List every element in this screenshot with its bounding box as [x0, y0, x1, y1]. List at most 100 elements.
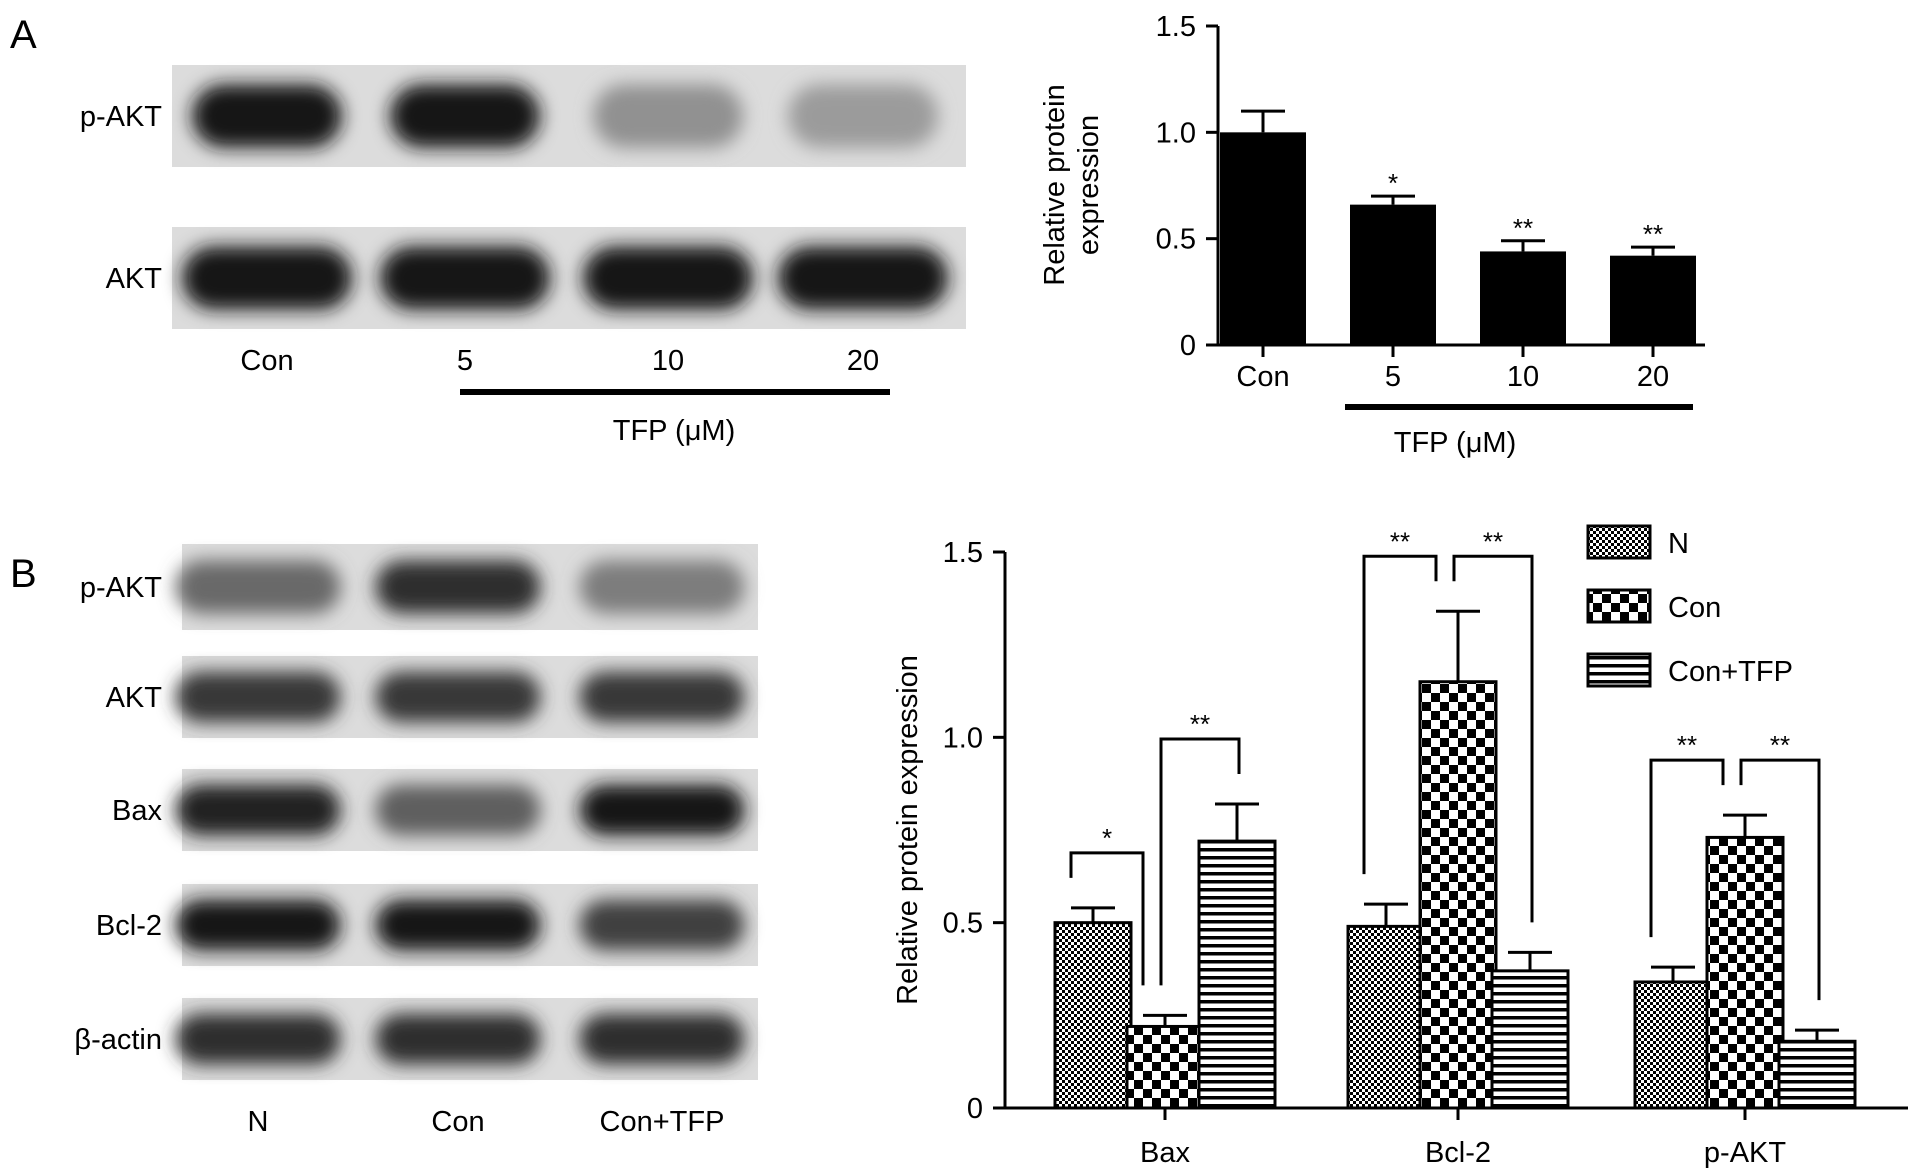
blot-band	[175, 560, 341, 614]
blot-band	[788, 84, 938, 148]
chart-b-bar	[1490, 969, 1570, 1110]
blot-band	[182, 246, 352, 310]
blot-band	[375, 784, 541, 836]
blot-row-label: AKT	[106, 263, 163, 295]
blot-band	[175, 899, 341, 951]
blot-row-label: AKT	[106, 682, 163, 714]
chart-b-legend-swatch	[1586, 588, 1652, 624]
chart-b-significance-bracket: **	[1739, 730, 1821, 1001]
blot-band	[375, 560, 541, 614]
chart-b-y-tick-label: 1.5	[943, 537, 983, 569]
chart-b-bar	[1197, 839, 1277, 1110]
blot-lane-label: Con	[240, 345, 293, 377]
blot-row-label: p-AKT	[80, 572, 162, 604]
chart-a-significance: **	[1513, 213, 1533, 243]
blot-band	[583, 246, 753, 310]
chart-b-significance-label: **	[1677, 730, 1697, 760]
chart-b-bracket-line	[1362, 554, 1438, 875]
chart-b-bar	[1633, 980, 1713, 1110]
blot-lane-label: Con	[431, 1106, 484, 1138]
blot-band	[375, 671, 541, 723]
chart-b-significance-label: **	[1483, 526, 1503, 556]
chart-b-legend: N Con Con+TFP	[1586, 524, 1793, 688]
chart-b-bar	[1346, 924, 1426, 1110]
chart-b-bracket-line	[1452, 554, 1534, 923]
blot-b: p-AKT AKT Bax Bcl-2 β-actin N Con Con+TFP	[74, 544, 758, 1138]
chart-b-significance-bracket: **	[1159, 709, 1241, 986]
panel-b-letter: B	[10, 552, 37, 596]
chart-b-bar	[1053, 921, 1133, 1110]
chart-b-significance-label: **	[1390, 526, 1410, 556]
chart-b-y-axis-label: Relative protein expression	[892, 655, 924, 1005]
chart-b-bracket-line	[1739, 758, 1821, 1001]
chart-b-legend-swatch	[1586, 652, 1652, 688]
chart-b-significance-label: **	[1190, 709, 1210, 739]
chart-a-y-tick-label: 1.5	[1156, 11, 1196, 43]
blot-band	[390, 84, 540, 148]
chart-a-y-tick-label: 0.5	[1156, 224, 1196, 256]
chart-a-y-tick-label: 0	[1180, 330, 1196, 362]
chart-a-significance: *	[1388, 168, 1398, 198]
blot-a-treatment-label: TFP (μM)	[613, 415, 736, 447]
blot-band	[579, 899, 745, 951]
chart-b-x-tick-label: Bcl-2	[1425, 1137, 1491, 1169]
chart-b-bar	[1705, 835, 1785, 1110]
chart-b-legend-label: Con	[1668, 592, 1721, 624]
chart-a-x-tick-label: 10	[1507, 361, 1539, 393]
chart-a: TFP (μM) Relative proteinexpression 0 0.5…	[1039, 11, 1705, 459]
blot-band	[375, 899, 541, 951]
blot-band	[579, 1013, 745, 1065]
chart-b-legend-label: Con+TFP	[1668, 656, 1793, 688]
chart-a-x-tick-label: Con	[1236, 361, 1289, 393]
chart-b-bracket-line	[1159, 737, 1241, 986]
chart-b-significance-bracket: **	[1362, 526, 1438, 875]
chart-a-y-tick-label: 1.0	[1156, 117, 1196, 149]
chart-a-bar	[1220, 132, 1306, 345]
blot-band	[778, 246, 948, 310]
chart-b: Relative protein expression 0 0.5 1.0 1.5 Ba…	[892, 524, 1908, 1169]
panel-a: A TFP (μM) p-AKT AKT Con 5 10 20 TFP (μM) Rel…	[10, 11, 1705, 459]
blot-row-label: Bcl-2	[96, 910, 162, 942]
chart-b-significance-bracket: **	[1649, 730, 1725, 938]
chart-a-y-axis-label: Relative proteinexpression	[1039, 84, 1105, 286]
blot-band	[175, 784, 341, 836]
blot-row-label: Bax	[112, 795, 162, 827]
chart-b-bar	[1125, 1024, 1205, 1110]
blot-band	[375, 1013, 541, 1065]
blot-band	[192, 84, 342, 148]
blot-lane-label: 20	[847, 345, 879, 377]
panel-a-letter: A	[10, 13, 37, 57]
chart-a-bar	[1610, 255, 1696, 345]
blot-band	[593, 84, 743, 148]
chart-a-x-tick-label: 5	[1385, 361, 1401, 393]
chart-b-legend-swatch	[1586, 524, 1652, 560]
chart-a-bar	[1350, 204, 1436, 345]
chart-b-significance-bracket: *	[1069, 823, 1145, 986]
chart-b-bracket-line	[1069, 851, 1145, 986]
blot-lane-label: 10	[652, 345, 684, 377]
blot-band	[579, 671, 745, 723]
chart-b-bar	[1777, 1039, 1857, 1110]
blot-band	[175, 1013, 341, 1065]
chart-b-x-tick-label: p-AKT	[1704, 1137, 1786, 1169]
blot-a: TFP (μM) p-AKT AKT Con 5 10 20	[80, 65, 966, 447]
panel-b: B p-AKT AKT Bax Bcl-2 β-actin N Con Con+TFP Rel…	[10, 524, 1908, 1169]
chart-b-legend-label: N	[1668, 528, 1689, 560]
chart-b-bar	[1418, 680, 1498, 1110]
blot-band	[579, 560, 745, 614]
blot-band	[579, 784, 745, 836]
chart-b-y-tick-label: 0	[967, 1093, 983, 1125]
blot-lane-label: 5	[457, 345, 473, 377]
chart-b-y-tick-label: 1.0	[943, 722, 983, 754]
blot-lane-label: N	[248, 1106, 269, 1138]
blot-row-label: β-actin	[74, 1024, 162, 1056]
chart-a-bar	[1480, 251, 1566, 345]
chart-b-significance-label: *	[1102, 823, 1112, 853]
chart-a-group-label: TFP (μM)	[1394, 427, 1517, 459]
blot-lane-label: Con+TFP	[600, 1106, 725, 1138]
chart-a-x-tick-label: 20	[1637, 361, 1669, 393]
chart-b-significance-bracket: **	[1452, 526, 1534, 923]
chart-b-significance-label: **	[1770, 730, 1790, 760]
blot-band	[175, 671, 341, 723]
